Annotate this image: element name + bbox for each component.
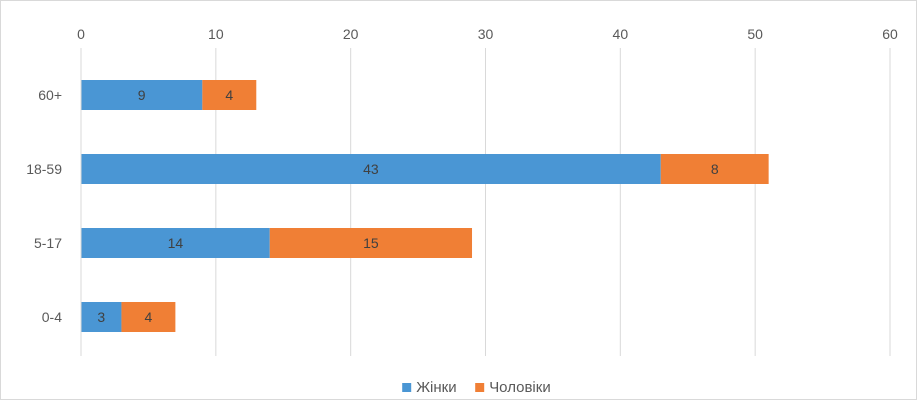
axes: 0 10 20 30 40 50 60 60+ 18-59 5-17 0-4 [26,26,898,356]
grid-lines [215,48,891,356]
bars [81,80,769,332]
bar-Жінки-18-59 [81,154,661,184]
bar-Чоловіки-60+ [202,80,257,110]
x-tick-label-10: 10 [208,26,224,42]
bar-Чоловіки-5-17 [269,228,473,258]
data-label-Жінки-5-17: 14 [168,235,184,251]
x-tick-label-30: 30 [478,26,494,42]
bar-Жінки-0-4 [81,302,122,332]
x-tick-label-50: 50 [747,26,763,42]
data-label-Чоловіки-5-17: 15 [363,235,379,251]
data-label-Жінки-60+: 9 [138,87,146,103]
x-tick-label-20: 20 [343,26,359,42]
legend-label-Чоловіки: Чоловіки [489,379,551,396]
category-label-18-59: 18-59 [26,161,62,177]
data-labels: 9 4 43 8 14 15 3 4 [97,87,718,325]
x-tick-label-0: 0 [77,26,85,42]
legend-swatch-Жінки [402,383,412,392]
data-label-Чоловіки-0-4: 4 [145,309,153,325]
bar-Жінки-60+ [81,80,203,110]
data-label-Жінки-18-59: 43 [363,161,379,177]
x-tick-label-60: 60 [882,26,898,42]
bar-Чоловіки-0-4 [121,302,176,332]
category-label-5-17: 5-17 [34,235,62,251]
legend-label-Жінки: Жінки [416,379,456,396]
data-label-Жінки-0-4: 3 [97,309,105,325]
x-tick-label-40: 40 [613,26,629,42]
data-label-Чоловіки-18-59: 8 [711,161,719,177]
category-label-60+: 60+ [38,87,62,103]
data-label-Чоловіки-60+: 4 [225,87,233,103]
legend-swatch-Чоловіки [475,383,485,392]
category-label-0-4: 0-4 [42,309,62,325]
bar-Чоловіки-18-59 [660,154,769,184]
bar-Жінки-5-17 [81,228,270,258]
legend: Жінки Чоловіки [402,379,551,396]
